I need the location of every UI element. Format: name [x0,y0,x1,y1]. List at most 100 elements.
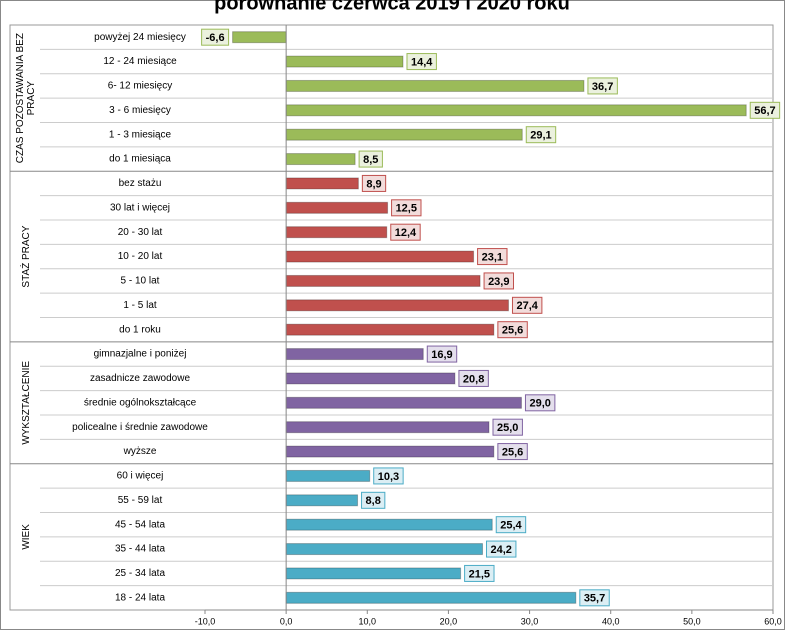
bar [285,567,462,580]
category-label: 12 - 24 miesiące [103,56,177,67]
category-label: do 1 miesiąca [109,154,171,165]
bar [285,55,404,68]
value-label-box [358,150,383,168]
value-label-box [579,589,610,607]
bar [285,250,475,263]
bar [285,299,509,312]
bar [285,591,577,604]
value-label-box [525,126,557,144]
value-label-box [497,443,528,461]
value-label-box [486,540,517,558]
value-label-box [524,394,556,412]
value-label: 29,1 [530,130,551,142]
x-tick-label: 60,0 [764,616,782,626]
value-label-box [483,272,514,290]
group-label-box: CZAS POZOSTAWANIA BEZ PRACY [15,33,37,164]
bar [285,153,356,166]
x-tick-label: 0,0 [280,616,293,626]
category-label: wyższe [123,446,157,457]
value-label: 21,5 [469,568,490,580]
category-label: do 1 roku [119,324,161,335]
value-label-box [495,516,527,534]
bar [285,274,481,287]
group-label-box: STAŻ PRACY [20,225,32,288]
group-label: STAŻ PRACY [20,225,32,288]
value-label: 8,9 [366,178,381,190]
bar [285,348,424,361]
category-label: 60 i więcej [117,471,164,482]
x-tick-label: 30,0 [521,616,539,626]
value-label-box [464,564,495,582]
category-label: 20 - 30 lat [118,227,163,238]
category-label: 18 - 24 lata [115,592,165,603]
category-label: 3 - 6 miesięcy [109,105,171,116]
chart-title: porównanie czerwca 2019 i 2020 roku [214,0,570,14]
bar [285,201,389,214]
value-label: 10,3 [378,471,399,483]
x-tick-label: 10,0 [359,616,377,626]
category-label: gimnazjalne i poniżej [94,349,187,360]
value-label-box [497,321,528,339]
bar [285,518,493,531]
x-tick-label: 20,0 [440,616,458,626]
value-label: 35,7 [584,593,605,605]
category-label: 1 - 3 miesiące [109,129,172,140]
category-label: 1 - 5 lat [123,300,157,311]
value-label: 25,4 [500,520,522,532]
bar [285,543,484,556]
category-label: średnie ogólnokształcące [84,397,197,408]
value-label-box [458,369,489,387]
value-label: 14,4 [411,56,433,68]
x-tick-label: 40,0 [602,616,620,626]
value-label: 8,8 [366,495,381,507]
group-label: CZAS POZOSTAWANIA BEZ PRACY [15,33,37,164]
value-label-box [361,174,387,192]
category-label: 10 - 20 lat [118,251,163,262]
value-label: 12,5 [396,203,417,215]
value-label: 36,7 [592,81,613,93]
category-label: powyżej 24 miesięcy [94,32,186,43]
value-label-box [426,345,458,363]
value-label-box [391,199,422,217]
bar [285,421,490,434]
value-label: 25,6 [502,325,523,337]
value-label: -6,6 [206,32,225,44]
bar [285,323,495,336]
category-label: 45 - 54 lata [115,519,165,530]
value-label-box [511,296,543,314]
value-label-box [390,223,421,241]
bar [285,226,388,239]
bar [285,445,495,458]
bar [285,372,456,385]
value-label-box [587,77,618,95]
x-tick-label: 50,0 [683,616,701,626]
group-label-box: WYKSZTAŁCENIE [20,360,32,445]
value-label: 56,7 [754,105,775,117]
value-label: 20,8 [463,373,484,385]
value-label: 29,0 [529,398,550,410]
value-label-box [492,418,523,436]
bar [285,177,359,190]
value-label: 23,9 [488,276,509,288]
category-label: 6- 12 miesięcy [108,81,172,92]
group-label: WIEK [20,524,32,550]
value-label: 23,1 [482,251,503,263]
value-label: 8,5 [363,154,378,166]
value-label: 25,6 [502,446,523,458]
value-label: 27,4 [516,300,538,312]
bar [285,104,747,117]
value-label-box [373,467,404,485]
value-label: 12,4 [395,227,417,239]
value-label: 25,0 [497,422,518,434]
value-label-box [406,53,437,71]
category-label: 35 - 44 lata [115,544,165,555]
category-label: bez stażu [119,178,162,189]
group-label: WYKSZTAŁCENIE [20,360,32,445]
bar [232,31,287,44]
category-label: policealne i średnie zawodowe [72,422,208,433]
value-label-box [477,248,508,266]
group-label-box: WIEK [20,524,32,550]
category-label: 25 - 34 lata [115,568,165,579]
